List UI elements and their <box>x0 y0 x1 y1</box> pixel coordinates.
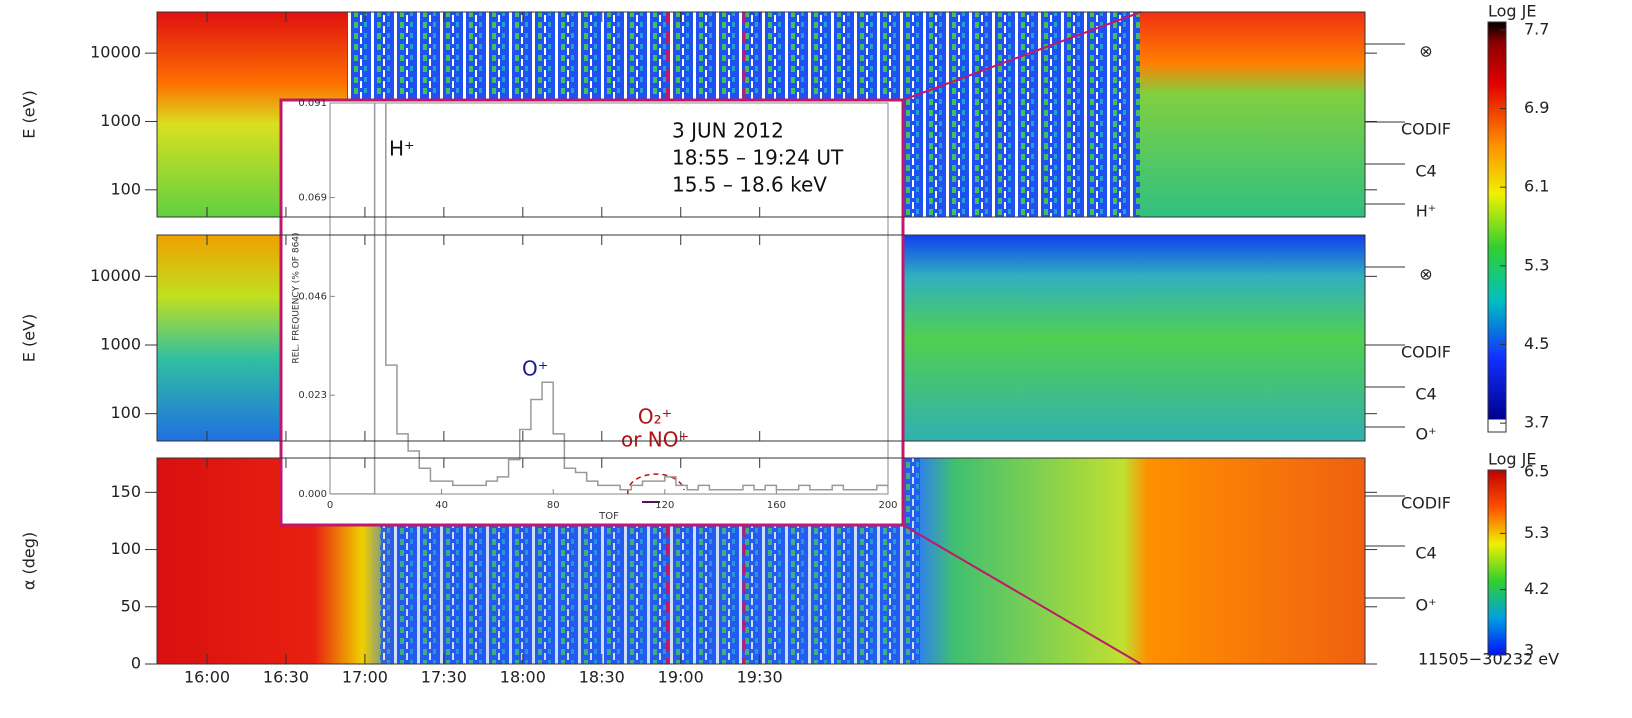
annotation: 15.5 – 18.6 keV <box>672 173 827 197</box>
colorbar <box>1487 469 1507 656</box>
side-label: C4 <box>1415 544 1436 563</box>
peak-label: H⁺ <box>389 137 415 161</box>
x-label: TOF <box>598 511 619 522</box>
colorbar-label: 6.5 <box>1524 462 1549 481</box>
x-tick-label: 160 <box>767 500 786 511</box>
histogram <box>330 103 888 494</box>
y-label: E (eV) <box>20 90 39 138</box>
inset-axes <box>329 102 889 495</box>
x-tick-label: 80 <box>547 500 560 511</box>
peak-label: O⁺ <box>522 357 548 381</box>
y-tick-label: 0.069 <box>298 193 327 204</box>
x-tick-label: 17:30 <box>421 668 467 687</box>
inset-frame <box>279 98 905 527</box>
y-tick-label: 100 <box>110 179 141 198</box>
y-tick-label: 0.046 <box>298 291 327 302</box>
y-tick-label: 0.091 <box>298 98 327 109</box>
side-label: O⁺ <box>1415 596 1436 615</box>
side-label: ⊗ <box>1419 42 1432 61</box>
colorbar-label: 4.5 <box>1524 334 1549 353</box>
side-label: ⊗ <box>1419 265 1432 284</box>
colorbar-label: 5.3 <box>1524 523 1549 542</box>
y-tick-label: 50 <box>121 596 141 615</box>
peak-label: or NO⁺ <box>621 428 689 452</box>
x-tick-label: 200 <box>878 500 897 511</box>
colorbar-label: 6.1 <box>1524 177 1549 196</box>
side-label: CODIF <box>1401 343 1451 362</box>
colorbar <box>1487 21 1507 433</box>
y-tick-label: 150 <box>110 482 141 501</box>
colorbar-label: 3 <box>1524 640 1534 659</box>
x-tick-label: 40 <box>435 500 448 511</box>
y-label: α (deg) <box>20 532 39 590</box>
colorbar-title: Log JE <box>1488 450 1537 469</box>
side-label: CODIF <box>1401 120 1451 139</box>
inset: REL. FREQUENCY (% OF 864) TOF 3 JUN 2012… <box>279 98 905 527</box>
side-label: CODIF <box>1401 494 1451 513</box>
x-tick-label: 16:30 <box>263 668 309 687</box>
y-tick-label: 0.000 <box>298 489 327 500</box>
y-tick-label: 100 <box>110 539 141 558</box>
colorbar-label: 4.2 <box>1524 579 1549 598</box>
colorbar-label: 3.7 <box>1524 413 1549 432</box>
side-label: O⁺ <box>1415 425 1436 444</box>
y-tick-label: 10000 <box>90 266 141 285</box>
highlight-arc <box>627 473 685 495</box>
side-label: C4 <box>1415 162 1436 181</box>
spectrogram <box>1140 12 1365 217</box>
x-tick-label: 0 <box>327 500 333 511</box>
x-tick-label: 19:00 <box>658 668 704 687</box>
x-tick-label: 17:00 <box>342 668 388 687</box>
x-tick-label: 16:00 <box>184 668 230 687</box>
spectrogram <box>157 235 282 441</box>
zoom-line <box>902 11 1142 101</box>
x-tick-label: 120 <box>655 500 674 511</box>
y-label: REL. FREQUENCY (% OF 864) <box>292 232 302 363</box>
x-tick-label: 19:30 <box>737 668 783 687</box>
panel-frame <box>156 11 1366 218</box>
y-tick-label: 10000 <box>90 43 141 62</box>
y-label: E (eV) <box>20 314 39 362</box>
annotation: 18:55 – 19:24 UT <box>672 146 844 170</box>
annotation: 3 JUN 2012 <box>672 119 784 143</box>
colorbar-label: 6.9 <box>1524 98 1549 117</box>
y-tick-label: 0 <box>131 654 141 673</box>
colorbar-title: Log JE <box>1488 2 1537 21</box>
x-tick-label: 18:00 <box>500 668 546 687</box>
panel-frame <box>156 234 1366 442</box>
y-tick-label: 1000 <box>100 111 141 130</box>
colorbar-label: 5.3 <box>1524 255 1549 274</box>
peak-label: O₂⁺ <box>638 405 672 429</box>
y-tick-label: 0.023 <box>298 390 327 401</box>
y-tick-label: 1000 <box>100 335 141 354</box>
y-tick-label: 100 <box>110 403 141 422</box>
colorbar-label: 7.7 <box>1524 19 1549 38</box>
zoom-line <box>902 524 1142 665</box>
x-tick-label: 18:30 <box>579 668 625 687</box>
side-label: C4 <box>1415 385 1436 404</box>
panel-frame <box>156 457 1366 665</box>
side-label: H⁺ <box>1416 202 1436 221</box>
footer: 11505−30232 eV <box>1418 650 1559 669</box>
